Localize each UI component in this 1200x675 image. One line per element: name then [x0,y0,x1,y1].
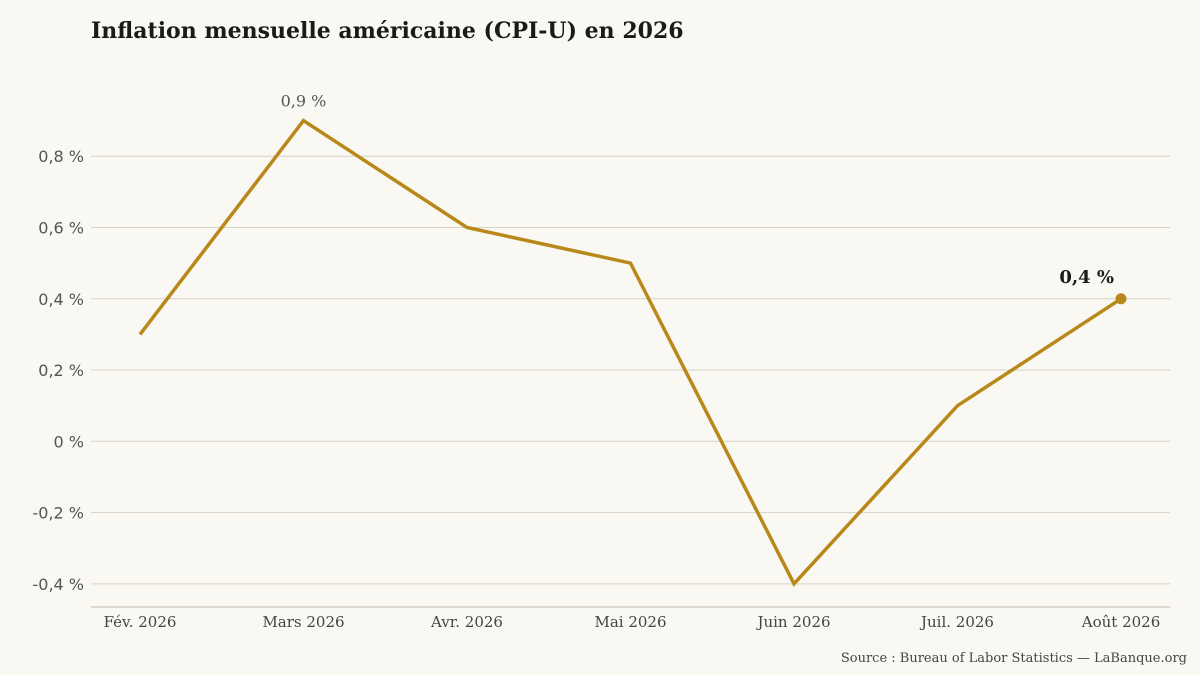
y-tick-label: 0,2 % [38,361,84,380]
last-value-label: 0,4 % [1059,267,1114,288]
y-tick-label: 0 % [54,432,84,451]
y-tick-label: -0,4 % [32,575,84,594]
x-tick-label: Avr. 2026 [430,613,503,631]
y-tick-label: 0,6 % [38,218,84,237]
y-tick-label: 0,8 % [38,147,84,166]
series-line [138,118,1122,587]
x-axis-ticks: Fév. 2026 Mars 2026 Avr. 2026 Mai 2026 Juin … [104,613,1161,631]
y-tick-label: 0,4 % [38,290,84,309]
x-tick-label: Juin 2026 [755,613,830,631]
gridlines [91,155,1170,585]
x-tick-label: Mars 2026 [262,613,344,631]
chart-title: Inflation mensuelle américaine (CPI-U) e… [91,18,684,44]
peak-value-label: 0,9 % [281,92,327,111]
y-tick-label: -0,2 % [32,504,84,523]
x-tick-label: Juil. 2026 [919,613,994,631]
y-axis-ticks: 0,8 % 0,6 % 0,4 % 0,2 % 0 % -0,2 % -0,4 % [32,147,84,594]
source-note: Source : Bureau of Labor Statistics — La… [840,651,1187,666]
annotations: 0,9 % 0,4 % [281,92,1127,305]
x-tick-label: Mai 2026 [594,613,666,631]
x-tick-label: Fév. 2026 [104,613,177,631]
last-point-marker [1115,293,1127,305]
x-tick-label: Août 2026 [1081,613,1161,631]
